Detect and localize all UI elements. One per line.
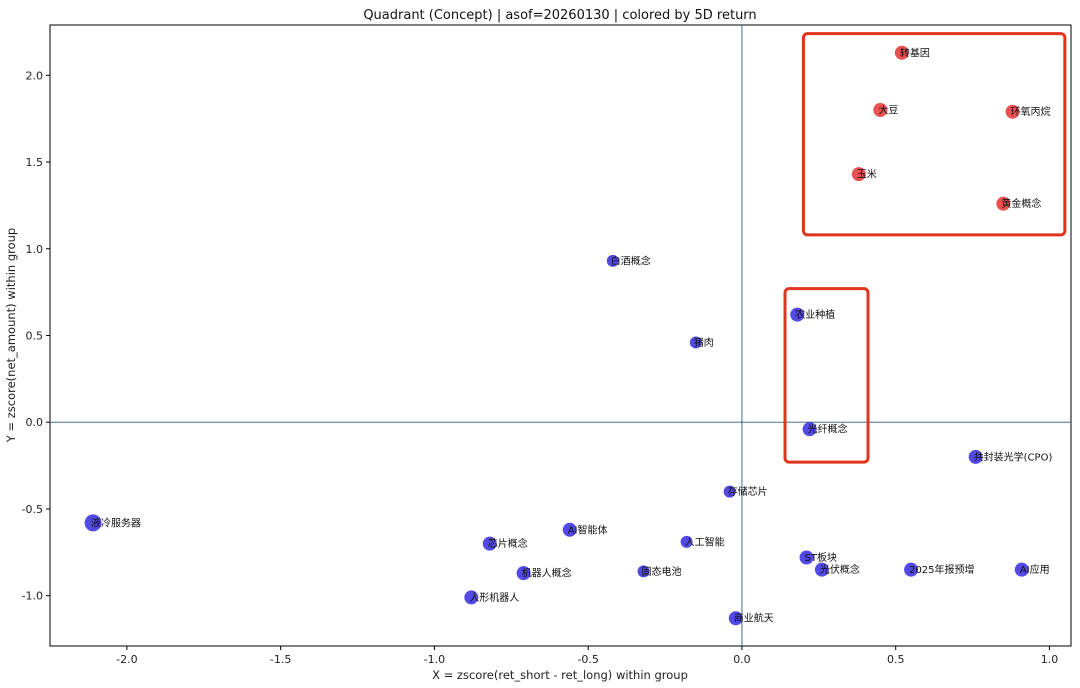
chart-title: Quadrant (Concept) | asof=20260130 | col… [363, 8, 756, 23]
data-point [516, 566, 531, 581]
y-tick-label: 0.5 [26, 330, 44, 343]
point-label: 液冷服务器 [91, 516, 141, 529]
data-point [723, 485, 736, 498]
data-point [851, 167, 866, 182]
point-label: 存储芯片 [728, 485, 768, 498]
data-point [84, 514, 102, 532]
y-tick-label: 0.0 [26, 416, 44, 429]
point-label: 农业种植 [795, 308, 835, 321]
point-label: 共封装光学(CPO) [974, 450, 1053, 463]
point-label: 芯片概念 [488, 537, 528, 550]
y-axis-label: Y = zscore(net_amount) within group [4, 228, 18, 443]
x-axis-label: X = zscore(ret_short - ret_long) within … [432, 668, 688, 682]
x-tick-label: 1.0 [1041, 653, 1059, 666]
data-point [904, 562, 919, 577]
data-point [799, 550, 814, 565]
highlight-box [801, 32, 1067, 237]
data-point [1014, 562, 1029, 577]
x-tick-label: -2.0 [116, 653, 137, 666]
data-point [894, 45, 909, 60]
data-point [680, 535, 693, 548]
data-point [637, 565, 650, 578]
data-point [464, 590, 479, 605]
highlight-box [783, 287, 870, 464]
x-tick-label: 0.5 [887, 653, 905, 666]
data-point [606, 254, 619, 267]
data-point [689, 336, 702, 349]
point-label: 玉米 [857, 168, 877, 181]
point-label: 猪肉 [694, 336, 714, 349]
data-point [482, 536, 497, 551]
data-point [802, 422, 817, 437]
y-tick-label: -0.5 [22, 503, 43, 516]
plot-area [49, 24, 1072, 647]
data-point [562, 522, 577, 537]
data-point [728, 611, 743, 626]
x-tick-label: -1.0 [424, 653, 445, 666]
point-label: ST板块 [805, 551, 837, 564]
point-label: 光伏概念 [820, 563, 860, 576]
point-label: 白酒概念 [611, 254, 651, 267]
data-point [873, 102, 888, 117]
x-tick-label: -0.5 [577, 653, 598, 666]
data-point [790, 307, 805, 322]
y-tick-label: 2.0 [26, 69, 44, 82]
y-axis-ticks: -1.0 -0.5 0.0 0.5 1.0 1.5 2.0 [22, 69, 50, 603]
point-label: 商业航天 [734, 612, 774, 625]
data-point [996, 196, 1011, 211]
point-label: 固态电池 [642, 565, 682, 578]
point-label: 人工智能 [685, 535, 725, 548]
point-label: 光纤概念 [808, 423, 848, 436]
data-point [1005, 104, 1020, 119]
x-tick-label: -1.5 [270, 653, 291, 666]
point-label: 机器人概念 [522, 567, 572, 580]
point-label: 人形机器人 [469, 591, 519, 604]
point-label: 大豆 [878, 103, 898, 116]
point-label: AI应用 [1020, 563, 1050, 576]
point-label: 2025年报预增 [909, 563, 974, 576]
highlight-boxes [783, 32, 1067, 464]
x-tick-label: 0.0 [733, 653, 751, 666]
data-point [814, 562, 829, 577]
x-axis-ticks: -2.0 -1.5 -1.0 -0.5 0.0 0.5 1.0 [116, 646, 1058, 666]
y-tick-label: 1.5 [26, 156, 44, 169]
point-label: 转基因 [900, 46, 930, 59]
point-label: AI智能体 [568, 523, 608, 536]
y-tick-label: 1.0 [26, 243, 44, 256]
y-tick-label: -1.0 [22, 590, 43, 603]
data-point [968, 449, 983, 464]
point-label: 环氧丙烷 [1011, 105, 1051, 118]
point-label: 黄金概念 [1001, 197, 1041, 210]
